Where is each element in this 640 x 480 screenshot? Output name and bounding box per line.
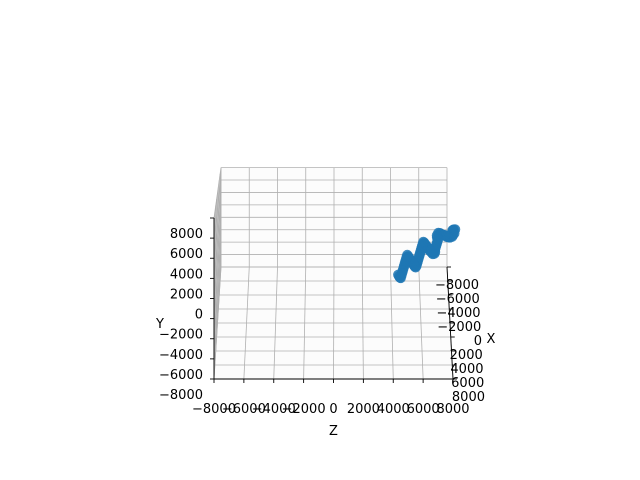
- z-tick-label: 2000: [347, 402, 380, 417]
- y-axis-label: Y: [155, 317, 164, 332]
- z-tick-label: 8000: [436, 402, 469, 417]
- x-tick-label: −8000: [435, 278, 479, 293]
- x-tick-label: −2000: [437, 320, 481, 335]
- axis-lines: [210, 217, 457, 383]
- x-axis-label: X: [487, 332, 496, 347]
- z-tick-label: 6000: [407, 402, 440, 417]
- z-tick-label: 0: [329, 402, 337, 417]
- data-points: [393, 224, 461, 284]
- x-tick-label: 4000: [450, 362, 483, 377]
- gridlines: [213, 167, 454, 380]
- z-tick-label: −8000: [192, 402, 236, 417]
- x-tick-label: 6000: [451, 376, 484, 391]
- x-tick-label: −6000: [436, 292, 480, 307]
- y-tick-label: −2000: [159, 328, 203, 343]
- z-tick-label: 4000: [377, 402, 410, 417]
- y-tick-label: 8000: [170, 227, 203, 242]
- z-tick-label: −2000: [282, 402, 326, 417]
- y-tick-label: 6000: [170, 247, 203, 262]
- x-tick-label: 0: [474, 334, 482, 349]
- z-axis-label: Z: [329, 424, 338, 439]
- y-tick-label: 2000: [170, 287, 203, 302]
- x-tick-label: 2000: [450, 348, 483, 363]
- y-tick-label: 0: [195, 308, 203, 323]
- y-tick-label: −8000: [159, 388, 203, 403]
- x-tick-label: −4000: [437, 306, 481, 321]
- tick-labels: −8000−6000−4000−2000 0 2000400060008000−80…: [159, 227, 485, 417]
- z-tick-label: −6000: [222, 402, 266, 417]
- data-point: [393, 269, 404, 280]
- y-tick-label: −6000: [159, 368, 203, 383]
- y-tick-label: −4000: [159, 348, 203, 363]
- x-tick-label: 8000: [452, 390, 485, 405]
- z-tick-label: −4000: [252, 402, 296, 417]
- y-tick-label: 4000: [170, 267, 203, 282]
